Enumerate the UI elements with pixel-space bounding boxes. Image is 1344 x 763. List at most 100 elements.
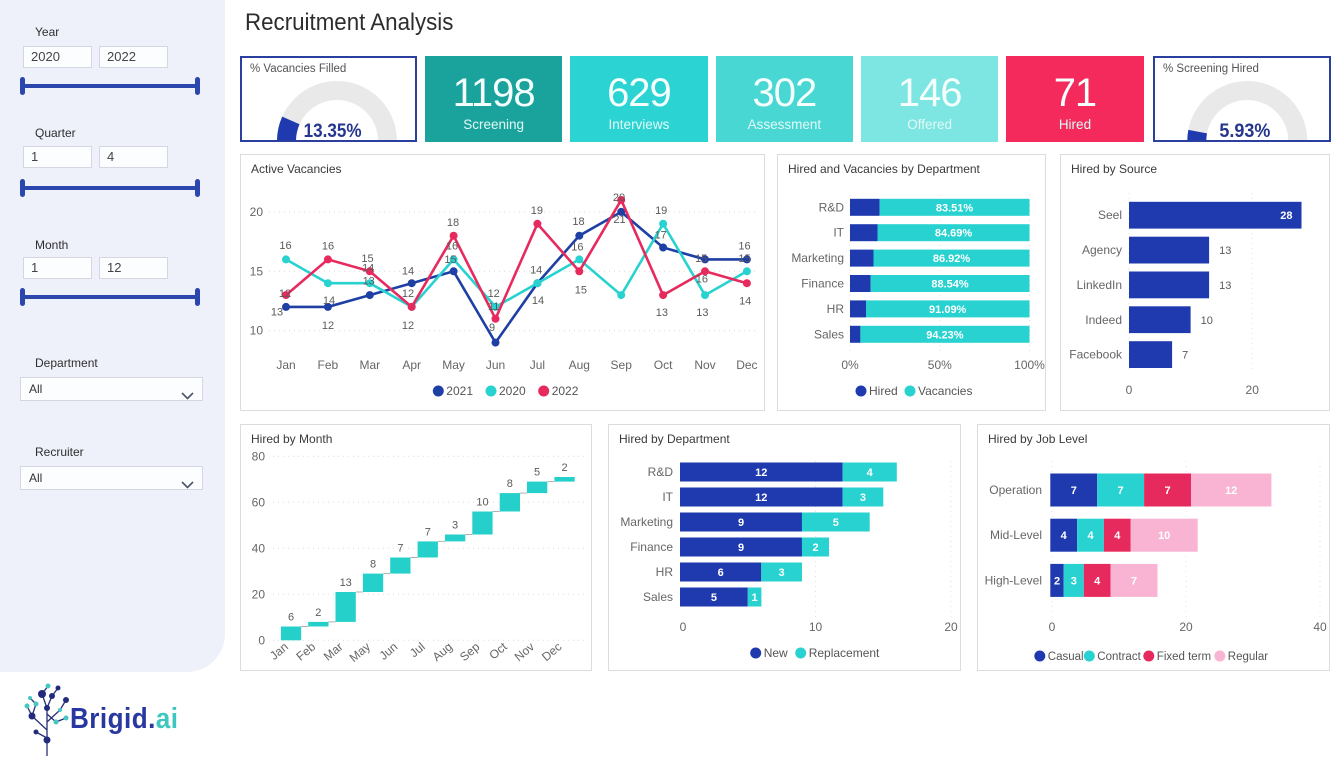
svg-text:16: 16	[279, 240, 291, 252]
svg-text:8: 8	[370, 559, 376, 571]
svg-text:20: 20	[252, 587, 266, 601]
svg-text:4: 4	[1094, 575, 1101, 587]
svg-text:Hired by Source: Hired by Source	[1071, 162, 1157, 176]
svg-text:10: 10	[476, 497, 488, 509]
svg-text:3: 3	[860, 492, 866, 504]
svg-text:13: 13	[656, 307, 668, 319]
svg-text:2: 2	[315, 607, 321, 619]
svg-text:HR: HR	[827, 302, 845, 316]
svg-text:19: 19	[655, 205, 667, 217]
svg-text:% Vacancies Filled: % Vacancies Filled	[250, 63, 346, 75]
svg-text:20: 20	[1246, 383, 1260, 397]
svg-text:16: 16	[446, 241, 458, 253]
svg-text:2022: 2022	[552, 384, 579, 398]
svg-text:20: 20	[1179, 620, 1193, 634]
svg-text:18: 18	[447, 217, 459, 229]
svg-text:Regular: Regular	[1228, 651, 1268, 663]
svg-text:15: 15	[361, 253, 373, 265]
svg-text:86.92%: 86.92%	[933, 253, 971, 265]
svg-text:2: 2	[812, 542, 818, 554]
svg-text:7: 7	[397, 543, 403, 555]
svg-text:4: 4	[1061, 530, 1068, 542]
svg-text:Jul: Jul	[530, 358, 545, 372]
svg-text:Operation: Operation	[989, 483, 1042, 497]
svg-text:Oct: Oct	[654, 358, 673, 372]
svg-text:28: 28	[1280, 210, 1292, 222]
svg-text:12: 12	[755, 467, 767, 479]
svg-text:16: 16	[322, 241, 334, 253]
svg-text:13: 13	[1219, 245, 1231, 257]
svg-text:High-Level: High-Level	[985, 573, 1042, 587]
svg-text:Agency: Agency	[1082, 243, 1122, 257]
svg-text:Oct: Oct	[486, 639, 510, 662]
svg-text:18: 18	[572, 216, 584, 228]
svg-text:40: 40	[252, 541, 266, 555]
svg-text:8: 8	[507, 478, 513, 490]
svg-text:50%: 50%	[928, 358, 952, 372]
svg-text:14: 14	[323, 295, 335, 307]
svg-text:Vacancies: Vacancies	[918, 384, 972, 398]
svg-text:Hired and Vacancies by Departm: Hired and Vacancies by Department	[788, 162, 981, 176]
svg-text:New: New	[764, 646, 788, 660]
svg-text:Nov: Nov	[512, 640, 537, 664]
svg-text:14: 14	[362, 263, 374, 275]
svg-text:Mid-Level: Mid-Level	[990, 528, 1042, 542]
svg-text:13: 13	[340, 577, 352, 589]
svg-text:20: 20	[944, 620, 958, 634]
svg-text:5: 5	[833, 517, 839, 529]
svg-text:0: 0	[258, 633, 265, 647]
svg-text:15: 15	[444, 254, 456, 266]
svg-text:14: 14	[532, 295, 544, 307]
svg-text:12: 12	[488, 288, 500, 300]
svg-text:10: 10	[1158, 530, 1170, 542]
svg-text:Marketing: Marketing	[620, 515, 673, 529]
svg-text:Sep: Sep	[611, 358, 633, 372]
svg-text:Feb: Feb	[318, 358, 339, 372]
svg-text:4: 4	[867, 467, 874, 479]
svg-text:Mar: Mar	[359, 358, 380, 372]
svg-text:R&D: R&D	[648, 465, 674, 479]
svg-text:88.54%: 88.54%	[931, 279, 969, 291]
svg-text:14: 14	[530, 264, 542, 276]
svg-text:91.09%: 91.09%	[929, 304, 967, 316]
svg-text:Sales: Sales	[814, 327, 844, 341]
svg-text:3: 3	[452, 520, 458, 532]
svg-text:10: 10	[250, 324, 264, 338]
svg-text:7: 7	[1182, 350, 1188, 362]
svg-text:7: 7	[1071, 485, 1077, 497]
svg-text:Hired by Month: Hired by Month	[251, 432, 332, 446]
svg-text:0%: 0%	[841, 358, 859, 372]
svg-text:7: 7	[425, 526, 431, 538]
svg-text:4: 4	[1087, 530, 1094, 542]
svg-text:R&D: R&D	[819, 200, 845, 214]
svg-text:Facebook: Facebook	[1069, 348, 1123, 362]
svg-text:14: 14	[739, 296, 751, 308]
svg-text:Aug: Aug	[569, 358, 590, 372]
svg-text:20: 20	[613, 192, 625, 204]
svg-text:13: 13	[696, 307, 708, 319]
svg-text:13.35%: 13.35%	[304, 121, 362, 141]
svg-text:2020: 2020	[499, 384, 526, 398]
svg-text:12: 12	[322, 320, 334, 332]
svg-text:94.23%: 94.23%	[926, 329, 964, 341]
svg-text:Jul: Jul	[407, 640, 428, 661]
svg-text:Nov: Nov	[694, 358, 715, 372]
svg-text:19: 19	[531, 205, 543, 217]
svg-text:7: 7	[1164, 485, 1170, 497]
svg-text:Hired: Hired	[869, 384, 898, 398]
svg-text:10: 10	[1201, 315, 1213, 327]
svg-text:2021: 2021	[446, 384, 473, 398]
svg-text:May: May	[442, 358, 465, 372]
svg-text:0: 0	[1126, 383, 1133, 397]
svg-text:12: 12	[402, 288, 414, 300]
svg-text:15: 15	[695, 253, 707, 265]
svg-text:IT: IT	[833, 226, 844, 240]
svg-text:IT: IT	[662, 490, 673, 504]
svg-text:4: 4	[1114, 530, 1121, 542]
svg-text:20: 20	[250, 205, 264, 219]
svg-text:Jan: Jan	[276, 358, 295, 372]
svg-text:2: 2	[561, 462, 567, 474]
svg-text:Finance: Finance	[630, 540, 673, 554]
svg-text:15: 15	[575, 285, 587, 297]
svg-text:15: 15	[250, 264, 264, 278]
